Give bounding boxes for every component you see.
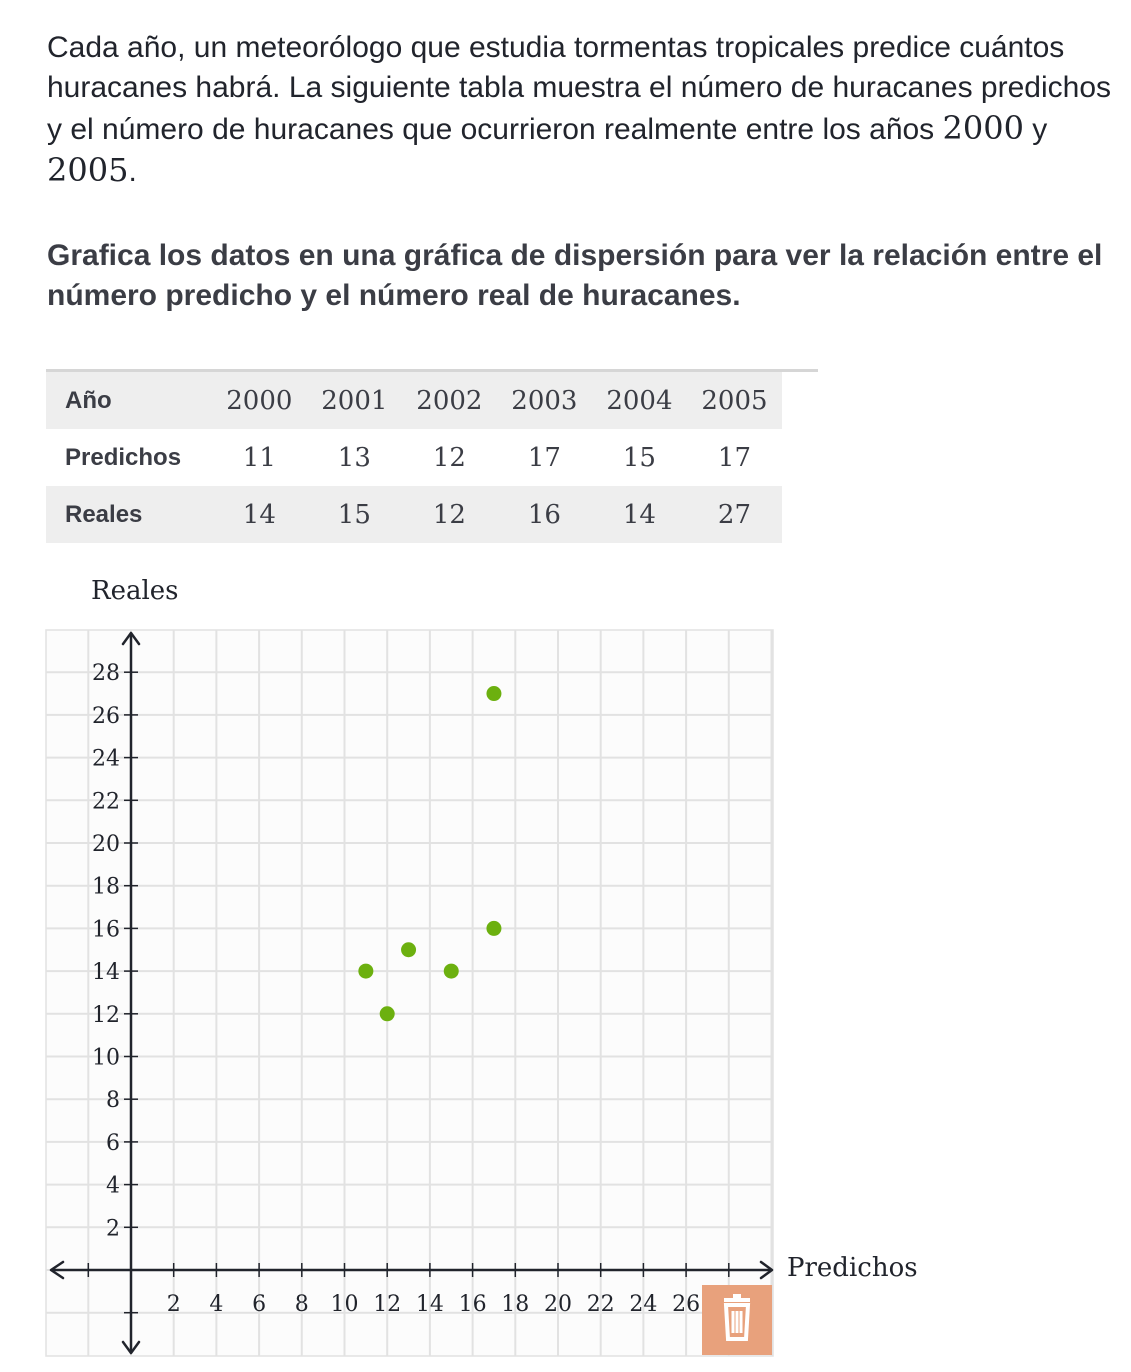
- x-tick-label: 22: [587, 1292, 615, 1317]
- year-cell: 2001: [306, 372, 402, 429]
- year-cell: 2004: [591, 372, 687, 429]
- x-tick-label: 2: [167, 1292, 181, 1317]
- predicted-cell: 13: [337, 442, 371, 473]
- data-point: [379, 1006, 395, 1022]
- x-tick-label: 16: [459, 1292, 487, 1317]
- predicted-cell: 17: [717, 442, 751, 473]
- y-tick-label: 16: [92, 917, 120, 942]
- y-tick-label: 18: [92, 875, 120, 900]
- data-point: [401, 942, 417, 958]
- connector-text: y: [1023, 113, 1048, 146]
- y-tick-label: 10: [92, 1046, 120, 1071]
- year-cell: 2005: [686, 372, 782, 429]
- hurricane-table: Año 2000 2001 2002 2003 2004 2005 Predic…: [46, 372, 782, 543]
- y-tick-label: 6: [106, 1131, 120, 1156]
- data-point: [486, 920, 502, 936]
- y-tick-label: 20: [92, 832, 120, 857]
- y-tick-label: 14: [92, 960, 120, 985]
- table-row-years: Año 2000 2001 2002 2003 2004 2005: [46, 372, 782, 429]
- data-point: [358, 963, 374, 979]
- x-tick-label: 18: [501, 1292, 529, 1317]
- x-tick-label: 26: [672, 1292, 700, 1317]
- predicted-cell: 11: [242, 442, 276, 473]
- actual-cell: 12: [401, 486, 497, 543]
- x-tick-label: 4: [209, 1292, 223, 1317]
- actual-cell: 16: [496, 486, 592, 543]
- trash-icon: [723, 1294, 751, 1341]
- predicted-cell: 15: [622, 442, 656, 473]
- row-label-actual: Reales: [46, 486, 212, 543]
- predicted-cell: 17: [527, 442, 561, 473]
- y-axis-arrow-up: [121, 631, 141, 646]
- problem-text: Cada año, un meteorólogo que estudia tor…: [47, 31, 1112, 146]
- x-axis-arrow-left: [49, 1260, 65, 1280]
- table-row-predicted: Predichos 11 13 12 17 15 17: [46, 429, 782, 486]
- actual-cell: 27: [686, 486, 782, 543]
- year-cell: 2000: [211, 372, 307, 429]
- x-tick-label: 6: [252, 1292, 266, 1317]
- y-tick-label: 12: [92, 1003, 120, 1028]
- predicted-cell: 12: [432, 442, 466, 473]
- y-tick-label: 8: [106, 1088, 120, 1113]
- y-tick-label: 24: [92, 747, 120, 772]
- y-tick-label: 22: [92, 789, 120, 814]
- y-axis-title: Reales: [91, 576, 179, 606]
- x-tick-label: 24: [629, 1292, 657, 1317]
- actual-cell: 14: [591, 486, 687, 543]
- x-tick-label: 10: [331, 1292, 359, 1317]
- task-prompt: Grafica los datos en una gráfica de disp…: [47, 239, 1103, 312]
- x-tick-label: 14: [416, 1292, 444, 1317]
- y-axis-arrow-down: [121, 1340, 141, 1355]
- y-tick-label: 28: [92, 661, 120, 686]
- year-start: 2000: [942, 109, 1024, 147]
- period: .: [128, 155, 137, 188]
- delete-points-button[interactable]: [702, 1285, 772, 1355]
- year-cell: 2002: [401, 372, 497, 429]
- y-tick-label: 2: [106, 1216, 120, 1241]
- year-end: 2005: [47, 151, 129, 189]
- x-tick-label: 8: [295, 1292, 309, 1317]
- table-top-rule: [46, 369, 818, 372]
- row-label-predicted: Predichos: [65, 443, 182, 471]
- x-tick-label: 20: [544, 1292, 572, 1317]
- actual-cell: 14: [211, 486, 307, 543]
- x-axis-title: Predichos: [787, 1253, 918, 1283]
- x-tick-label: 12: [373, 1292, 401, 1317]
- x-axis-arrow-right: [759, 1260, 774, 1280]
- data-point: [443, 963, 459, 979]
- table-row-actual: Reales 14 15 12 16 14 27: [46, 486, 782, 543]
- year-cell: 2003: [496, 372, 592, 429]
- table-header-year: Año: [46, 372, 212, 429]
- problem-statement: Cada año, un meteorólogo que estudia tor…: [47, 28, 1117, 192]
- graph-background: [45, 629, 774, 1357]
- data-point: [486, 686, 502, 702]
- y-tick-label: 4: [106, 1174, 120, 1199]
- y-tick-label: 26: [92, 704, 120, 729]
- actual-cell: 15: [306, 486, 402, 543]
